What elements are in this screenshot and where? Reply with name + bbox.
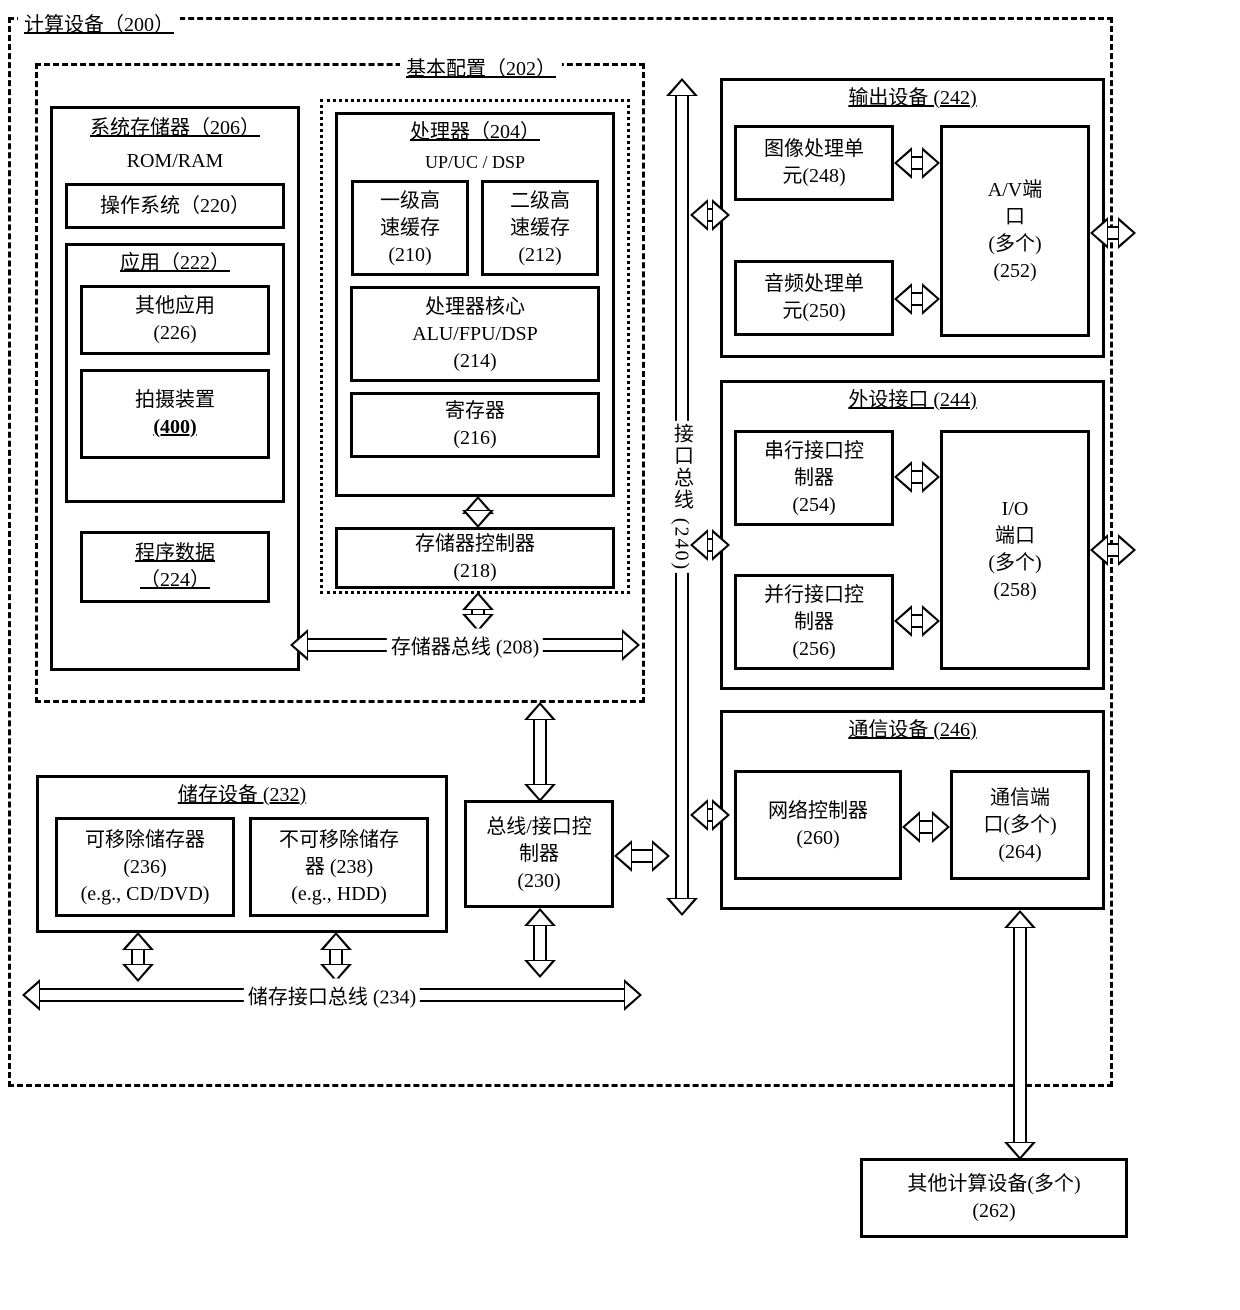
comm-port-box: 通信端 口(多个) (264) — [950, 770, 1090, 880]
ifbus-to-periph-arrow — [690, 530, 730, 560]
storage-if-bus-label: 储存接口总线 (234) — [244, 979, 420, 1012]
gpu-box: 图像处理单 元(248) — [734, 125, 894, 201]
parallel-ctrl-box: 并行接口控 制器 (256) — [734, 574, 894, 670]
system-memory-title: 系统存储器（206） — [84, 115, 266, 142]
comm-to-other-arrow — [1002, 910, 1038, 1160]
memory-bus: 存储器总线 (208) — [290, 620, 640, 670]
avport-ext-arrow — [1090, 218, 1136, 248]
processor-box: 处理器（204） UP/UC / DSP 一级高 速缓存 (210) 二级高 速… — [335, 112, 615, 497]
periph-title: 外设接口 (244) — [842, 387, 982, 414]
apps-title: 应用（222） — [114, 250, 236, 277]
other-apps-box: 其他应用 (226) — [80, 285, 270, 355]
serial-to-ioport-arrow — [894, 462, 940, 492]
basic-to-busif-arrow — [522, 702, 558, 802]
comm-title: 通信设备 (246) — [842, 717, 982, 744]
net-ctrl-box: 网络控制器 (260) — [734, 770, 902, 880]
ifbus-to-comm-arrow — [690, 800, 730, 830]
system-memory: 系统存储器（206） ROM/RAM 操作系统（220） 应用（222） 其他应… — [50, 106, 300, 671]
serial-ctrl-box: 串行接口控 制器 (254) — [734, 430, 894, 526]
parallel-to-ioport-arrow — [894, 606, 940, 636]
diagram-canvas: 计算设备（200） 基本配置（202） 系统存储器（206） ROM/RAM 操… — [0, 0, 1240, 1310]
audio-box: 音频处理单 元(250) — [734, 260, 894, 336]
rom-ram-label: ROM/RAM — [127, 148, 224, 175]
memory-bus-label: 存储器总线 (208) — [387, 629, 543, 662]
proc-to-memctrl-arrow — [460, 496, 496, 528]
ioport-ext-arrow — [1090, 535, 1136, 565]
av-port-box: A/V端 口 (多个) (252) — [940, 125, 1090, 337]
output-title: 输出设备 (242) — [842, 85, 982, 112]
camera-label: 拍摄装置 — [135, 387, 215, 414]
io-port-box: I/O 端口 (多个) (258) — [940, 430, 1090, 670]
gpu-to-avport-arrow — [894, 148, 940, 178]
l1-cache: 一级高 速缓存 (210) — [351, 180, 469, 276]
camera-ref: (400) — [153, 414, 196, 441]
registers: 寄存器 (216) — [350, 392, 600, 458]
storage-interface-bus: 储存接口总线 (234) — [22, 970, 642, 1020]
storage-title: 储存设备 (232) — [172, 782, 312, 809]
basic-config-title: 基本配置（202） — [400, 52, 562, 81]
l2-cache: 二级高 速缓存 (212) — [481, 180, 599, 276]
removable-storage: 可移除储存器 (236) (e.g., CD/DVD) — [55, 817, 235, 917]
processor-sub: UP/UC / DSP — [425, 150, 525, 174]
bus-interface-controller: 总线/接口控 制器 (230) — [464, 800, 614, 908]
camera-box: 拍摄装置 (400) — [80, 369, 270, 459]
memory-controller: 存储器控制器 (218) — [335, 527, 615, 589]
apps-box: 应用（222） 其他应用 (226) 拍摄装置 (400) — [65, 243, 285, 503]
audio-to-avport-arrow — [894, 284, 940, 314]
busif-to-ifbus-arrow — [614, 838, 670, 874]
storage-devices: 储存设备 (232) 可移除储存器 (236) (e.g., CD/DVD) 不… — [36, 775, 448, 933]
netctrl-to-commport-arrow — [902, 812, 950, 842]
nonremovable-storage: 不可移除储存 器 (238) (e.g., HDD) — [249, 817, 429, 917]
os-box: 操作系统（220） — [65, 183, 285, 229]
computing-device-title: 计算设备（200） — [18, 8, 180, 37]
ifbus-to-output-arrow — [690, 200, 730, 230]
processor-core: 处理器核心 ALU/FPU/DSP (214) — [350, 286, 600, 382]
processor-title: 处理器（204） — [404, 119, 546, 146]
busif-to-storagebus-arrow — [522, 908, 558, 978]
other-computing-devices: 其他计算设备(多个) (262) — [860, 1158, 1128, 1238]
program-data-box: 程序数据 （224） — [80, 531, 270, 603]
